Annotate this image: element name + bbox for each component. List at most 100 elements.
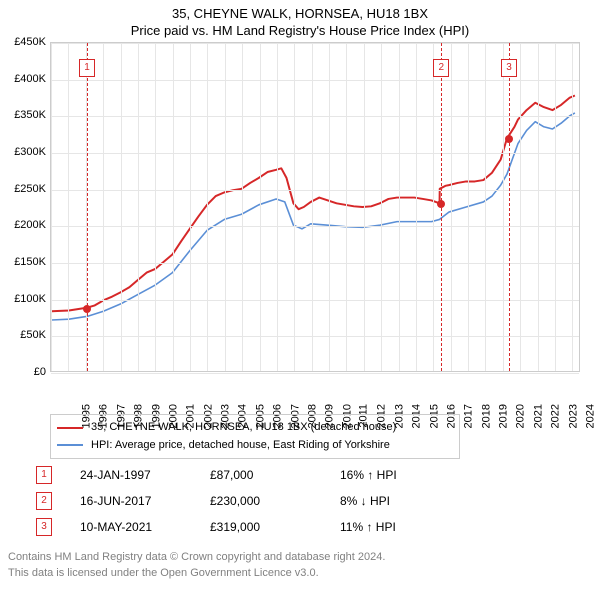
gridline-h <box>51 116 579 117</box>
gridline-h <box>51 263 579 264</box>
gridline-h <box>51 226 579 227</box>
gridline-v <box>103 43 104 371</box>
gridline-h <box>51 190 579 191</box>
gridline-h <box>51 300 579 301</box>
gridline-v <box>207 43 208 371</box>
gridline-v <box>68 43 69 371</box>
event-marker-number: 2 <box>433 59 449 77</box>
gridline-v <box>138 43 139 371</box>
chart-title-sub: Price paid vs. HM Land Registry's House … <box>0 23 600 38</box>
event-price: £230,000 <box>210 494 340 508</box>
gridline-h <box>51 336 579 337</box>
gridline-h <box>51 80 579 81</box>
y-tick-label: £100K <box>14 293 46 305</box>
x-tick-label: 2020 <box>515 404 527 428</box>
gridline-v <box>364 43 365 371</box>
gridline-v <box>346 43 347 371</box>
gridline-v <box>503 43 504 371</box>
event-delta: 11% ↑ HPI <box>340 520 396 534</box>
event-date: 16-JUN-2017 <box>80 494 210 508</box>
event-row: 1 24-JAN-1997£87,00016% ↑ HPI <box>36 462 397 488</box>
event-marker-number: 1 <box>79 59 95 77</box>
gridline-v <box>121 43 122 371</box>
y-tick-label: £150K <box>14 256 46 268</box>
y-tick-label: £250K <box>14 183 46 195</box>
event-date: 24-JAN-1997 <box>80 468 210 482</box>
series-hpi <box>52 113 575 320</box>
gridline-v <box>294 43 295 371</box>
gridline-v <box>155 43 156 371</box>
y-tick-label: £50K <box>20 329 46 341</box>
gridline-v <box>451 43 452 371</box>
event-row: 3 10-MAY-2021£319,00011% ↑ HPI <box>36 514 397 540</box>
gridline-v <box>433 43 434 371</box>
x-tick-label: 2023 <box>567 404 579 428</box>
gridline-v <box>277 43 278 371</box>
chart-area: £0 £50K £100K £150K £200K £250K £300K £350K £400… <box>0 42 600 408</box>
legend: 35, CHEYNE WALK, HORNSEA, HU18 1BX (deta… <box>50 414 460 459</box>
gridline-v <box>329 43 330 371</box>
event-number: 2 <box>36 492 52 510</box>
event-marker-dot <box>83 305 91 313</box>
gridline-h <box>51 153 579 154</box>
y-tick-label: £400K <box>14 73 46 85</box>
event-marker-number: 3 <box>501 59 517 77</box>
legend-swatch <box>57 444 83 446</box>
gridline-v <box>51 43 52 371</box>
gridline-v <box>225 43 226 371</box>
gridline-h <box>51 373 579 374</box>
legend-label: 35, CHEYNE WALK, HORNSEA, HU18 1BX (deta… <box>91 419 396 437</box>
y-tick-label: £450K <box>14 36 46 48</box>
gridline-v <box>260 43 261 371</box>
x-tick-label: 2022 <box>550 404 562 428</box>
x-tick-label: 2019 <box>498 404 510 428</box>
series-price_paid <box>52 95 575 311</box>
chart-title-block: 35, CHEYNE WALK, HORNSEA, HU18 1BX Price… <box>0 0 600 38</box>
x-tick-label: 2024 <box>585 404 597 428</box>
gridline-v <box>190 43 191 371</box>
gridline-v <box>538 43 539 371</box>
event-marker-line <box>87 43 88 371</box>
line-series-svg <box>51 43 579 371</box>
x-tick-label: 2021 <box>533 404 545 428</box>
y-tick-label: £300K <box>14 146 46 158</box>
event-marker-dot <box>437 200 445 208</box>
legend-item: 35, CHEYNE WALK, HORNSEA, HU18 1BX (deta… <box>57 419 453 437</box>
gridline-v <box>312 43 313 371</box>
gridline-v <box>520 43 521 371</box>
x-tick-label: 2017 <box>463 404 475 428</box>
event-price: £87,000 <box>210 468 340 482</box>
gridline-h <box>51 43 579 44</box>
event-date: 10-MAY-2021 <box>80 520 210 534</box>
events-table: 1 24-JAN-1997£87,00016% ↑ HPI 2 16-JUN-2017… <box>36 462 397 540</box>
event-number: 1 <box>36 466 52 484</box>
event-delta: 16% ↑ HPI <box>340 468 397 482</box>
event-number: 3 <box>36 518 52 536</box>
gridline-v <box>416 43 417 371</box>
event-price: £319,000 <box>210 520 340 534</box>
legend-swatch <box>57 427 83 429</box>
x-tick-label: 2018 <box>480 404 492 428</box>
chart-title-address: 35, CHEYNE WALK, HORNSEA, HU18 1BX <box>0 6 600 21</box>
legend-item: HPI: Average price, detached house, East… <box>57 437 453 455</box>
event-row: 2 16-JUN-2017£230,0008% ↓ HPI <box>36 488 397 514</box>
gridline-v <box>485 43 486 371</box>
gridline-v <box>399 43 400 371</box>
gridline-v <box>572 43 573 371</box>
legend-label: HPI: Average price, detached house, East… <box>91 437 390 455</box>
chart-container: { "title": { "line1": "35, CHEYNE WALK, … <box>0 0 600 590</box>
gridline-v <box>468 43 469 371</box>
event-marker-dot <box>505 135 513 143</box>
footer-attribution: Contains HM Land Registry data © Crown c… <box>8 550 592 582</box>
gridline-v <box>173 43 174 371</box>
plot-area: 1 2 3 <box>50 42 580 372</box>
event-delta: 8% ↓ HPI <box>340 494 390 508</box>
y-tick-label: £350K <box>14 109 46 121</box>
event-marker-line <box>509 43 510 371</box>
gridline-v <box>242 43 243 371</box>
footer-line1: Contains HM Land Registry data © Crown c… <box>8 550 592 566</box>
y-tick-label: £200K <box>14 219 46 231</box>
gridline-v <box>381 43 382 371</box>
y-tick-label: £0 <box>34 366 46 378</box>
gridline-v <box>555 43 556 371</box>
